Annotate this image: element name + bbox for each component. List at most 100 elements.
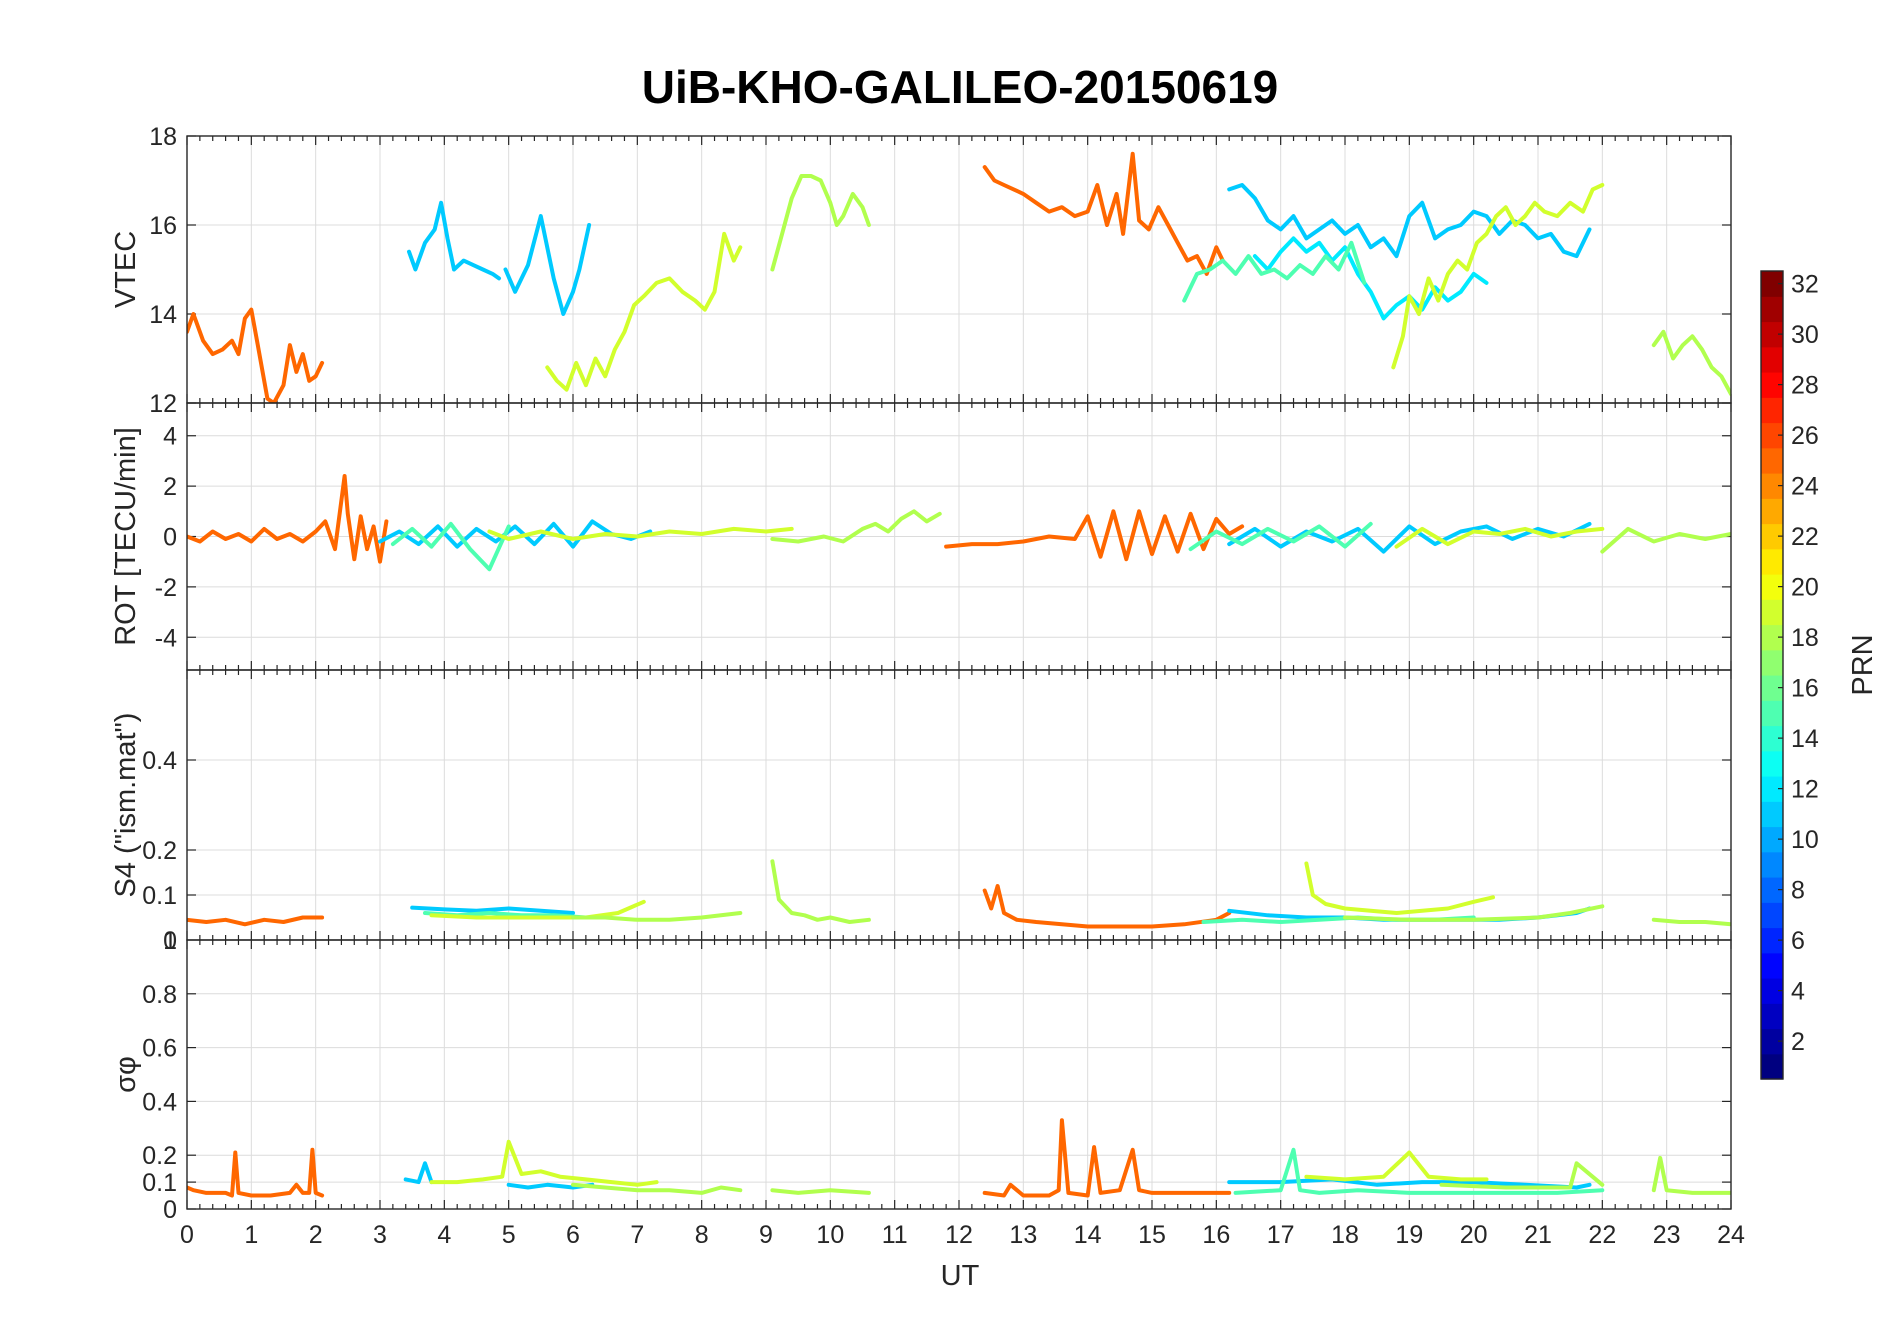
series-group (187, 859, 1731, 929)
colorbar-tick-label: 30 (1791, 321, 1819, 349)
colorbar-segment (1761, 599, 1783, 626)
series-line-prn-19 (429, 899, 646, 920)
x-tick-label: 23 (1653, 1221, 1681, 1249)
colorbar-tick-label: 24 (1791, 473, 1819, 501)
series-line-prn-11 (403, 1161, 434, 1185)
panel-rot: -4 -2 0 2 4 ROT [TECU/min] (110, 402, 1732, 671)
colorbar-segment (1761, 952, 1783, 979)
series-line-prn-25 (982, 1118, 1232, 1198)
x-tick-label: 2 (309, 1221, 323, 1249)
y-axis-label-sigphi: σφ (110, 1056, 142, 1093)
colorbar-segment (1761, 675, 1783, 701)
colorbar-tick-label: 6 (1791, 927, 1805, 955)
y-tick-label: -2 (155, 574, 177, 602)
x-axis-label: UT (941, 1260, 980, 1292)
y-tick-label: 2 (163, 473, 177, 501)
series-line-prn-19 (1304, 1150, 1489, 1182)
colorbar-segment (1761, 978, 1783, 1004)
colorbar-segment (1761, 1053, 1783, 1080)
colorbar-segment (1761, 1003, 1783, 1030)
y-tick-label: 0.1 (142, 882, 177, 910)
x-tick-label: 18 (1331, 1221, 1359, 1249)
colorbar-segment (1761, 372, 1783, 398)
series-line-prn-15 (1233, 1147, 1605, 1195)
colorbar-segment (1761, 346, 1783, 373)
series-line-prn-15 (1182, 240, 1367, 303)
y-tick-label: 0 (163, 927, 177, 955)
y-tick-label: 14 (149, 301, 177, 329)
colorbar-segment (1761, 397, 1783, 424)
y-axis-label-vtec: VTEC (110, 231, 142, 308)
series-line-prn-25 (982, 884, 1232, 929)
colorbar-label: PRN (1847, 634, 1879, 695)
series-line-prn-11 (503, 214, 592, 316)
series-line-prn-18 (571, 911, 743, 922)
series-line-prn-19 (429, 1139, 659, 1187)
colorbar-tick-label: 8 (1791, 877, 1805, 905)
colorbar-segment (1761, 422, 1783, 449)
x-tick-label: 1 (244, 1221, 258, 1249)
colorbar-segment (1761, 801, 1783, 828)
series-line-prn-18 (770, 509, 942, 544)
series-line-prn-18 (1439, 1161, 1605, 1190)
colorbar-tick-label: 28 (1791, 372, 1819, 400)
colorbar-tick-label: 10 (1791, 826, 1819, 854)
y-axis-label-rot: ROT [TECU/min] (110, 427, 142, 646)
x-tick-label: 10 (816, 1221, 844, 1249)
panel-s4: 0.1 0.2 0.4 01 S4 ("ism.mat") (110, 669, 1732, 955)
y-tick-label: 12 (149, 390, 177, 418)
colorbar-segment (1761, 700, 1783, 727)
series-group (187, 151, 1731, 403)
x-tick-label: 7 (630, 1221, 644, 1249)
x-tick-label: 19 (1395, 1221, 1423, 1249)
series-line-prn-11 (410, 905, 575, 915)
axes-frame (186, 939, 1732, 1210)
series-line-prn-18 (1651, 1155, 1731, 1195)
series-line-prn-25 (187, 915, 325, 927)
x-tick-label: 11 (882, 1221, 908, 1249)
colorbar-segment (1761, 750, 1783, 777)
series-group (187, 1118, 1731, 1198)
colorbar-tick-label: 18 (1791, 624, 1819, 652)
x-tick-label: 12 (945, 1221, 973, 1249)
series-line-prn-19 (1394, 526, 1605, 549)
series-line-prn-19 (545, 231, 743, 392)
colorbar-tick-label: 22 (1791, 523, 1819, 551)
y-tick-label: 0.4 (142, 747, 177, 775)
y-tick-label: 4 (163, 423, 177, 451)
colorbar-tick-label: 14 (1791, 725, 1819, 753)
colorbar-segment (1761, 776, 1783, 802)
colorbar-segment (1761, 725, 1783, 752)
colorbar-tick-label: 16 (1791, 675, 1819, 703)
colorbar-segment (1761, 624, 1783, 651)
colorbar-segment (1761, 271, 1783, 297)
x-tick-label: 22 (1588, 1221, 1616, 1249)
colorbar-segment (1761, 826, 1783, 853)
x-tick-label: 20 (1460, 1221, 1488, 1249)
colorbar-frame (1760, 270, 1784, 1080)
series-line-prn-18 (1600, 526, 1731, 554)
x-tick-label: 15 (1138, 1221, 1166, 1249)
x-tick-label: 6 (566, 1221, 580, 1249)
colorbar-tick-label: 2 (1791, 1028, 1805, 1056)
colorbar-segment (1761, 1028, 1783, 1055)
series-line-prn-25 (187, 307, 325, 403)
series-line-prn-25 (187, 1147, 325, 1198)
y-tick-label: 0 (163, 1196, 177, 1224)
series-line-prn-19 (1391, 183, 1605, 370)
x-tick-label: 8 (695, 1221, 709, 1249)
x-tick-label: 5 (502, 1221, 516, 1249)
colorbar-segment (1761, 902, 1783, 929)
series-line-prn-25 (982, 151, 1225, 276)
x-tick-label: 17 (1267, 1221, 1295, 1249)
series-line-prn-18 (770, 859, 871, 924)
series-line-prn-18 (1343, 904, 1605, 922)
x-tick-label: 0 (180, 1221, 194, 1249)
x-tick-label: 13 (1009, 1221, 1037, 1249)
colorbar-segment (1761, 927, 1783, 954)
x-tick-label: 4 (437, 1221, 451, 1249)
panel-vtec: 12 14 16 18 VTEC (110, 123, 1732, 418)
y-tick-label: 0 (163, 524, 177, 552)
